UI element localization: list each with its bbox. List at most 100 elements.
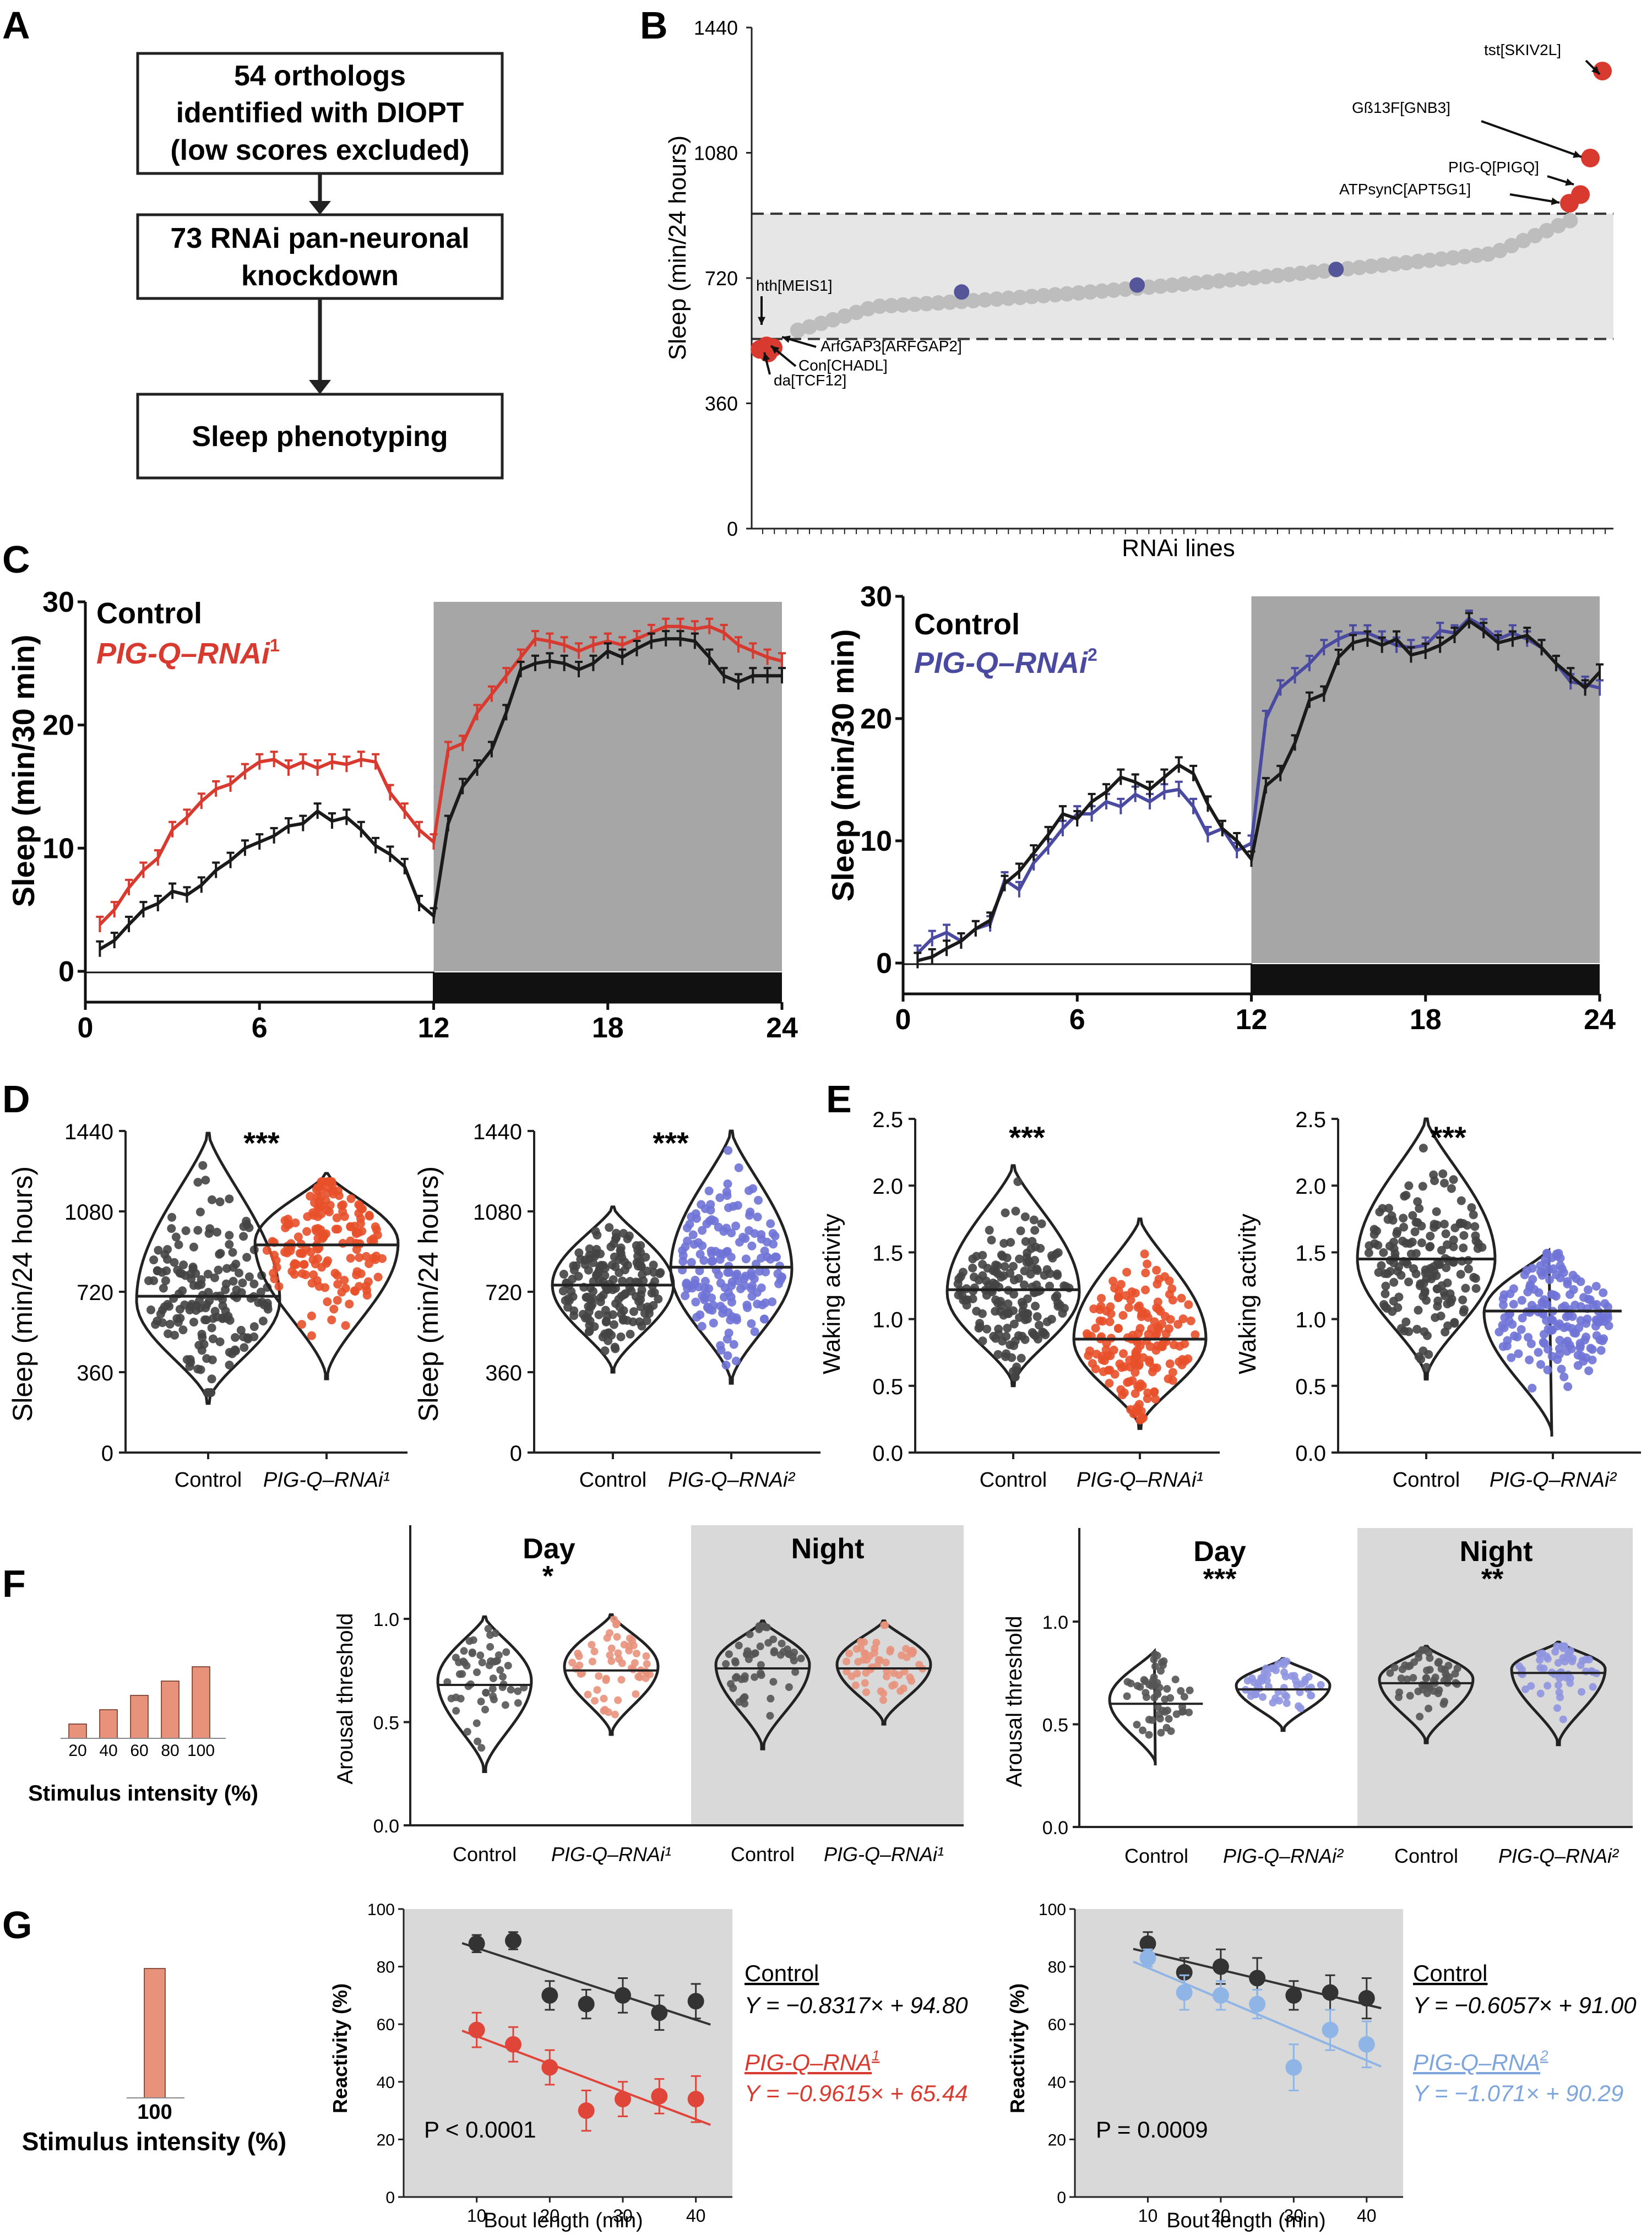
violin-outline xyxy=(945,1164,1081,1388)
c-x-tick-label: 24 xyxy=(1584,1004,1616,1036)
e-left-sig: *** xyxy=(1009,1120,1045,1155)
swarm-point xyxy=(769,1635,778,1644)
swarm-point xyxy=(593,1686,601,1694)
swarm-point xyxy=(619,1306,628,1315)
swarm-point xyxy=(1009,1275,1019,1285)
swarm-point xyxy=(618,1659,626,1667)
flow-box-orthologs xyxy=(136,52,504,175)
swarm-point xyxy=(177,1269,186,1278)
swarm-point xyxy=(1552,1249,1561,1259)
b-line-point xyxy=(1153,278,1169,294)
g-x-tick-label: 20 xyxy=(1211,2206,1231,2226)
swarm-point xyxy=(1131,1368,1140,1377)
swarm-point xyxy=(181,1226,191,1236)
swarm-point xyxy=(472,1719,481,1727)
b-y-tick-label: 1080 xyxy=(694,142,738,165)
swarm-point xyxy=(1000,1262,1009,1271)
swarm-point xyxy=(178,1325,188,1335)
swarm-point xyxy=(193,1178,203,1187)
b-line-point xyxy=(1141,279,1157,295)
swarm-point xyxy=(175,1304,184,1314)
swarm-point xyxy=(225,1194,234,1204)
c-y-tick-label: 20 xyxy=(42,710,74,742)
swarm-point xyxy=(1166,1315,1175,1324)
swarm-point xyxy=(221,1285,230,1295)
violin-outline xyxy=(1356,1117,1497,1381)
swarm-point xyxy=(486,1643,494,1651)
swarm-point xyxy=(998,1336,1007,1346)
swarm-point xyxy=(1145,1731,1153,1739)
swarm-point xyxy=(452,1693,460,1701)
swarm-point xyxy=(460,1647,468,1655)
swarm-point xyxy=(1499,1323,1509,1333)
c-right-legend-control: Control xyxy=(914,608,1020,641)
c-y-tick-label: 10 xyxy=(860,825,892,857)
swarm-point xyxy=(763,1623,771,1632)
swarm-point xyxy=(494,1651,503,1659)
swarm-point xyxy=(1551,1292,1561,1301)
b-blue-point xyxy=(954,284,970,300)
swarm-point xyxy=(632,1690,640,1698)
swarm-point xyxy=(1404,1662,1412,1671)
f-x-label: Control xyxy=(1124,1845,1188,1867)
vio-x-label: Control xyxy=(175,1469,242,1492)
swarm-point xyxy=(488,1685,497,1693)
g-y-tick-label: 80 xyxy=(377,1959,395,1977)
g-y-tick-label: 60 xyxy=(377,2016,395,2034)
f-night-label: Night xyxy=(1460,1536,1533,1568)
swarm-point xyxy=(1039,1328,1048,1337)
swarm-point xyxy=(1410,1227,1420,1237)
swarm-point xyxy=(1559,1715,1567,1723)
swarm-point xyxy=(144,1276,154,1285)
f-stim-bar xyxy=(161,1681,180,1739)
swarm-point xyxy=(162,1266,171,1275)
swarm-point xyxy=(1557,1264,1567,1274)
b-line-point xyxy=(895,297,911,313)
swarm-point xyxy=(1250,1678,1258,1687)
swarm-point xyxy=(1521,1685,1530,1693)
swarm-point xyxy=(599,1261,608,1270)
swarm-point xyxy=(741,1271,750,1281)
b-line-point xyxy=(1012,290,1028,306)
swarm-point xyxy=(1524,1333,1533,1342)
vio-x-label: Control xyxy=(980,1469,1047,1492)
swarm-point xyxy=(323,1297,332,1307)
swarm-point xyxy=(866,1652,874,1660)
swarm-point xyxy=(1543,1365,1552,1374)
f-y-tick-label: 0.5 xyxy=(373,1713,399,1734)
swarm-point xyxy=(1405,1239,1414,1248)
swarm-point xyxy=(1373,1241,1383,1250)
swarm-point xyxy=(1534,1348,1543,1357)
swarm-point xyxy=(1164,1374,1173,1384)
swarm-point xyxy=(154,1246,163,1255)
swarm-point xyxy=(1430,1220,1439,1229)
swarm-point xyxy=(1474,1239,1483,1248)
swarm-point xyxy=(234,1268,243,1277)
swarm-point xyxy=(1526,1280,1535,1289)
swarm-point xyxy=(626,1329,635,1339)
swarm-point xyxy=(735,1237,745,1247)
swarm-point xyxy=(489,1692,497,1700)
swarm-point xyxy=(1152,1265,1161,1275)
swarm-point xyxy=(1141,1285,1150,1295)
swarm-point xyxy=(492,1657,501,1665)
violin-outline xyxy=(1482,1247,1553,1437)
g-left-rnai-text: PIG-Q–RNA xyxy=(745,2049,872,2075)
swarm-point xyxy=(1394,1292,1404,1302)
swarm-point xyxy=(318,1177,328,1186)
swarm-point xyxy=(1029,1330,1039,1339)
swarm-point xyxy=(1145,1358,1154,1367)
swarm-point xyxy=(210,1307,220,1316)
g-point xyxy=(1176,1984,1193,2001)
b-line-point xyxy=(1375,257,1391,273)
swarm-point xyxy=(741,1693,749,1701)
swarm-point xyxy=(899,1684,907,1693)
swarm-point xyxy=(737,1675,746,1683)
swarm-point xyxy=(879,1696,887,1704)
swarm-point xyxy=(244,1272,254,1281)
swarm-point xyxy=(1457,1196,1466,1205)
b-ylabel: Sleep (min/24 hours) xyxy=(664,135,691,360)
swarm-point xyxy=(1400,1192,1409,1201)
swarm-point xyxy=(585,1244,594,1254)
swarm-point xyxy=(1009,1290,1019,1299)
